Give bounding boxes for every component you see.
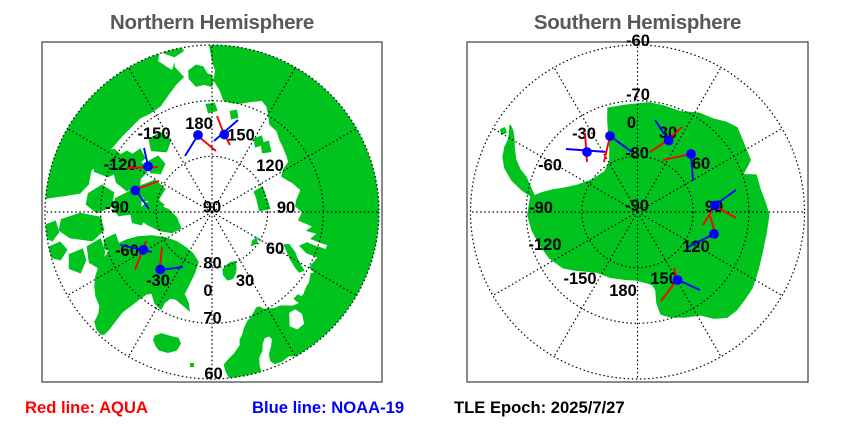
svg-text:-150: -150 bbox=[137, 125, 170, 143]
svg-text:-60: -60 bbox=[115, 242, 139, 260]
svg-text:Blue line: NOAA-19: Blue line: NOAA-19 bbox=[252, 398, 404, 417]
svg-text:-80: -80 bbox=[625, 145, 649, 163]
svg-text:80: 80 bbox=[203, 255, 221, 273]
svg-text:-60: -60 bbox=[538, 157, 562, 175]
svg-text:60: 60 bbox=[692, 155, 710, 173]
svg-text:90: 90 bbox=[277, 199, 295, 217]
svg-text:-60: -60 bbox=[626, 32, 650, 50]
svg-text:120: 120 bbox=[682, 238, 710, 256]
svg-text:-120: -120 bbox=[528, 236, 561, 254]
svg-text:-90: -90 bbox=[105, 199, 129, 217]
svg-text:70: 70 bbox=[203, 310, 221, 328]
svg-text:-70: -70 bbox=[626, 86, 650, 104]
svg-text:30: 30 bbox=[659, 124, 677, 142]
svg-text:Northern Hemisphere: Northern Hemisphere bbox=[110, 11, 314, 34]
svg-text:Southern Hemisphere: Southern Hemisphere bbox=[534, 11, 741, 34]
svg-text:Red line: AQUA: Red line: AQUA bbox=[25, 398, 148, 417]
svg-text:180: 180 bbox=[185, 115, 213, 133]
svg-text:-30: -30 bbox=[572, 125, 596, 143]
svg-text:150: 150 bbox=[650, 270, 678, 288]
svg-text:120: 120 bbox=[256, 157, 284, 175]
svg-text:90: 90 bbox=[203, 199, 221, 217]
svg-text:-150: -150 bbox=[563, 270, 596, 288]
svg-text:-90: -90 bbox=[529, 199, 553, 217]
svg-text:-90: -90 bbox=[625, 197, 649, 215]
svg-text:TLE Epoch: 2025/7/27: TLE Epoch: 2025/7/27 bbox=[454, 398, 625, 417]
svg-text:60: 60 bbox=[204, 365, 222, 383]
svg-text:60: 60 bbox=[266, 240, 284, 258]
svg-text:180: 180 bbox=[609, 282, 637, 300]
svg-text:150: 150 bbox=[227, 127, 255, 145]
svg-text:-30: -30 bbox=[146, 272, 170, 290]
svg-text:0: 0 bbox=[203, 282, 212, 300]
svg-text:-120: -120 bbox=[103, 156, 136, 174]
svg-text:0: 0 bbox=[627, 114, 636, 132]
svg-text:30: 30 bbox=[236, 272, 254, 290]
